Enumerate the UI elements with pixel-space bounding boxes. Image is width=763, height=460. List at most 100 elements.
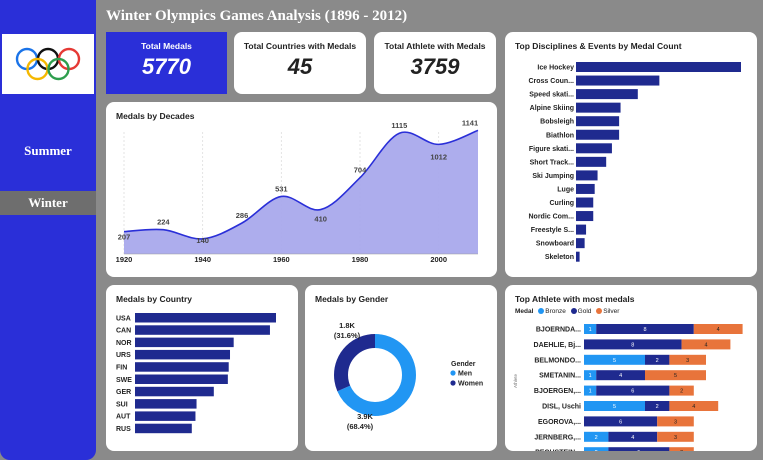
kpi-value: 45	[287, 54, 313, 79]
athlete-bar-value: 4	[692, 404, 695, 410]
athlete-bar-value: 2	[595, 435, 598, 441]
discipline-category-label: Skeleton	[545, 254, 574, 261]
kpi-label: Total Athlete with Medals	[384, 41, 486, 51]
discipline-bar	[576, 170, 598, 181]
discipline-category-label: Alpine Skiing	[530, 105, 574, 112]
country-bar	[135, 337, 234, 348]
gender-women-pct: (31.6%)	[334, 331, 361, 340]
athlete-name-label: JERNBERG,...	[534, 434, 581, 441]
decades-line	[123, 129, 479, 240]
athlete-bar-gold	[584, 339, 682, 350]
athlete-bar-gold	[596, 370, 645, 381]
athlete-name-label: PECHSTEIN...	[535, 450, 581, 451]
discipline-bar	[576, 251, 580, 262]
athlete-bar-value: 5	[613, 404, 616, 410]
decades-data-label: 531	[275, 184, 288, 193]
athlete-bar-silver	[645, 370, 706, 381]
athlete-bar-value: 1	[589, 327, 592, 333]
athlete-bar-bronze	[584, 401, 645, 411]
disciplines-chart: Ice Hockey Cross Coun... Speed skati... Alp…	[528, 62, 741, 262]
decades-card: Medals by Decades 1920 1940 1960 1980 2000 20…	[106, 102, 497, 277]
country-category-label: URS	[116, 352, 131, 359]
gender-men-pct: (68.4%)	[347, 422, 374, 431]
discipline-category-label: Biathlon	[546, 132, 574, 139]
athlete-bar-value: 4	[631, 435, 634, 441]
country-category-label: SUI	[116, 401, 128, 408]
decades-data-label: 224	[157, 218, 170, 227]
nav-winter[interactable]: Winter	[0, 191, 96, 215]
athlete-bar-value: 6	[631, 389, 634, 395]
discipline-category-label: Ice Hockey	[537, 65, 574, 72]
discipline-bar	[576, 102, 621, 113]
discipline-bar	[576, 143, 612, 154]
athlete-bar-gold	[596, 385, 670, 396]
athlete-bar-value: 3	[674, 419, 677, 425]
discipline-bar	[576, 238, 585, 249]
athlete-bar-silver	[669, 354, 706, 365]
athlete-bar-value: 4	[717, 327, 720, 333]
country-category-label: NOR	[116, 340, 132, 347]
gender-title: Medals by Gender	[315, 294, 389, 304]
athlete-bar-value: 8	[643, 327, 646, 333]
discipline-bar	[576, 197, 594, 208]
decades-x-tick: 1940	[194, 255, 211, 264]
athlete-bar-value: 1	[589, 373, 592, 379]
country-card: Medals by Country USA CAN NOR URS FIN SWE GER S…	[106, 285, 298, 451]
country-bar	[135, 325, 270, 335]
athlete-bar-value: 2	[680, 450, 683, 451]
country-category-label: RUS	[116, 426, 131, 433]
discipline-category-label: Short Track...	[530, 159, 574, 166]
country-chart: USA CAN NOR URS FIN SWE GER SUI AUT RUS	[116, 313, 276, 434]
discipline-category-label: Ski Jumping	[532, 173, 574, 180]
country-bar	[135, 349, 231, 360]
country-bar	[135, 313, 276, 323]
legend-label-gold: Gold	[577, 308, 592, 315]
athlete-bar-silver	[669, 447, 694, 451]
country-title: Medals by Country	[116, 294, 193, 304]
athlete-bar-value: 2	[656, 404, 659, 410]
discipline-bar	[576, 183, 595, 194]
decades-data-label: 410	[314, 215, 327, 224]
athlete-bar-value: 8	[631, 342, 634, 348]
kpi-total-countries: Total Countries with Medals 45	[234, 32, 366, 94]
athlete-bar-gold	[584, 416, 658, 427]
athlete-name-label: EGOROVA,...	[538, 419, 581, 426]
gender-women-value: 1.8K	[339, 321, 355, 330]
country-bar	[135, 399, 197, 409]
decades-x-tick: 1980	[352, 255, 369, 264]
kpi-total-medals: Total Medals 5770	[106, 32, 227, 94]
discipline-category-label: Cross Coun...	[528, 78, 574, 85]
athlete-bar-bronze	[584, 354, 645, 365]
decades-data-label: 286	[236, 211, 249, 220]
decades-data-label: 1012	[430, 152, 447, 161]
athlete-bar-silver	[693, 324, 743, 334]
athlete-bar-gold	[645, 354, 670, 365]
nav-summer[interactable]: Summer	[24, 143, 72, 158]
decades-area	[124, 130, 478, 254]
athlete-bar-value: 3	[674, 435, 677, 441]
decades-data-label: 1115	[391, 121, 407, 130]
country-bar	[135, 411, 196, 421]
kpi-label: Total Medals	[141, 41, 192, 51]
athlete-bar-value: 1	[589, 389, 592, 395]
discipline-category-label: Snowboard	[536, 241, 574, 248]
gender-chart: 1.8K(31.6%) 3.9K(68.4%) Gender Men Women	[334, 321, 483, 431]
decades-x-tick: 1920	[116, 255, 133, 264]
country-category-label: GER	[116, 389, 131, 396]
athlete-bar-silver	[657, 416, 694, 427]
athletes-legend: Medal Bronze Gold Silver	[515, 308, 619, 315]
sidebar: Summer Winter	[0, 0, 96, 460]
discipline-bar	[576, 224, 587, 235]
athlete-bar-silver	[657, 431, 694, 442]
gender-card: Medals by Gender 1.8K (31.6%) 3.9K (68.4%) G…	[305, 285, 497, 451]
decades-data-label: 140	[196, 236, 209, 245]
athlete-bar-gold	[608, 447, 670, 451]
athlete-bar-silver	[669, 401, 719, 411]
athlete-bar-value: 4	[704, 342, 707, 348]
decades-title: Medals by Decades	[116, 111, 195, 121]
country-bar	[135, 362, 229, 372]
gender-legend-swatch	[450, 380, 456, 386]
gender-slice-women	[334, 334, 416, 416]
legend-swatch-gold	[570, 308, 577, 315]
olympic-rings-logo	[2, 34, 94, 94]
